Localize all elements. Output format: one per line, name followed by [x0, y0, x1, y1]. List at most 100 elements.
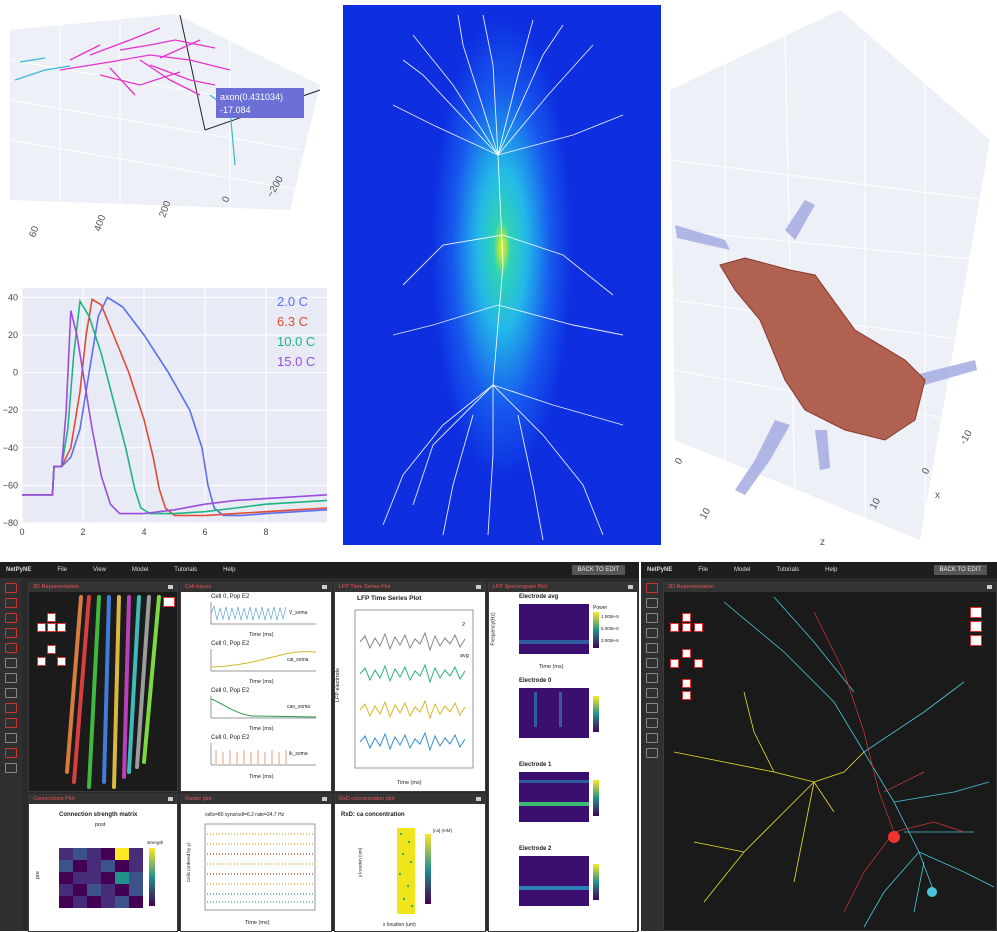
- tab-rxd[interactable]: RxD concentration plot: [335, 795, 485, 804]
- morphology-3d-plot[interactable]: axon(0.431034) -17.084 60 400 200 0 −200: [0, 0, 335, 250]
- colorbar-tick: 1.500e-5: [601, 614, 619, 619]
- colorbar-title: [ca] (mM): [433, 828, 452, 833]
- menubar: NetPyNE File Model Tutorials Help: [641, 562, 997, 578]
- colorbar-title: Power: [593, 605, 608, 611]
- zoom-button[interactable]: [47, 645, 56, 654]
- panel-cell-traces[interactable]: Cell traces Cell 0, Pop E2 Cell 0, Pop E…: [180, 582, 332, 792]
- refresh-button[interactable]: [970, 621, 982, 632]
- tab-lfp-spectrogram[interactable]: LFP Spectrogram Plot: [489, 583, 637, 592]
- sidebar-plot-icon[interactable]: [646, 673, 658, 683]
- volume-3d-plot[interactable]: -10 0 0 10 10 x z: [665, 0, 997, 548]
- sidebar: [641, 578, 663, 931]
- trace-title: Cell 0, Pop E2: [211, 688, 250, 694]
- raster-header: cells=80 syns/cell=6.2 rate=24.7 Hz: [205, 812, 285, 818]
- home-button[interactable]: [47, 623, 56, 632]
- sidebar-plot-icon[interactable]: [646, 583, 658, 593]
- menu-view[interactable]: View: [93, 567, 106, 573]
- app-logo: NetPyNE: [647, 567, 673, 573]
- sidebar-plot-icon[interactable]: [5, 733, 17, 743]
- x-tick-label: 0: [19, 527, 24, 537]
- menu-model[interactable]: Model: [131, 567, 149, 573]
- tab-lfp-time-series[interactable]: LFP Time Series Plot: [335, 583, 485, 592]
- sidebar-plot-icon[interactable]: [5, 748, 17, 758]
- sidebar-plot-icon[interactable]: [5, 673, 17, 683]
- sidebar-plot-icon[interactable]: [5, 643, 17, 653]
- pan-left-button[interactable]: [670, 623, 679, 632]
- pan-right-button[interactable]: [694, 623, 703, 632]
- tab-3d-representation[interactable]: 3D Representation: [29, 583, 177, 592]
- camera-button[interactable]: [163, 597, 175, 607]
- rotate-button[interactable]: [57, 657, 66, 666]
- panel-rxd[interactable]: RxD concentration plot RxD: ca concentra…: [334, 794, 486, 932]
- rxd-title: RxD: ca concentration: [341, 812, 405, 818]
- menu-file[interactable]: File: [57, 567, 68, 573]
- sidebar-plot-icon[interactable]: [646, 733, 658, 743]
- panel-3d-representation[interactable]: 3D Representation: [663, 582, 997, 931]
- sidebar-plot-icon[interactable]: [5, 598, 17, 608]
- matrix-title: Connection strength matrix: [59, 812, 138, 818]
- sidebar-plot-icon[interactable]: [5, 718, 17, 728]
- rotate-up-button[interactable]: [682, 613, 691, 622]
- sidebar-code-icon[interactable]: [5, 763, 17, 773]
- panel-lfp-spectrogram[interactable]: LFP Spectrogram Plot Electrode avg Elect…: [488, 582, 638, 932]
- menu-help[interactable]: Help: [825, 567, 838, 573]
- panel-raster[interactable]: Raster plot cells=80 syns/cell=6.2 rate=…: [180, 794, 332, 932]
- menu-help[interactable]: Help: [223, 567, 236, 573]
- zoom-in-button[interactable]: [682, 679, 691, 688]
- sidebar-plot-icon[interactable]: [646, 703, 658, 713]
- menu-tutorials[interactable]: Tutorials: [174, 567, 198, 573]
- colorbar-tick: 3.000e-6: [601, 638, 619, 643]
- tick-label: -10: [958, 428, 975, 446]
- pan-right-button[interactable]: [57, 623, 66, 632]
- sidebar-plot-icon[interactable]: [646, 643, 658, 653]
- sidebar-plot-icon[interactable]: [5, 688, 17, 698]
- sidebar-code-icon[interactable]: [646, 748, 658, 758]
- sidebar-plot-icon[interactable]: [5, 613, 17, 623]
- panel-3d-representation[interactable]: 3D Representation: [28, 582, 178, 792]
- panel-lfp-time-series[interactable]: LFP Time Series Plot LFP Time Series Plo…: [334, 582, 486, 792]
- back-to-edit-button[interactable]: BACK TO EDIT: [933, 565, 987, 575]
- sidebar-plot-icon[interactable]: [5, 628, 17, 638]
- trace-legend: cao_soma: [287, 704, 311, 710]
- sidebar-plot-icon[interactable]: [646, 658, 658, 668]
- tab-cell-traces[interactable]: Cell traces: [181, 583, 331, 592]
- panel-connections[interactable]: Connections Plot Connection strength mat…: [28, 794, 178, 932]
- series-line[interactable]: [22, 298, 328, 517]
- sidebar-plot-icon[interactable]: [646, 718, 658, 728]
- trace-label: avg: [460, 653, 469, 659]
- rotate-button[interactable]: [37, 657, 46, 666]
- sidebar-plot-icon[interactable]: [646, 688, 658, 698]
- pan-left-button[interactable]: [37, 623, 46, 632]
- trace-label: 2: [462, 622, 466, 628]
- sidebar-plot-icon[interactable]: [646, 598, 658, 608]
- menu-file[interactable]: File: [698, 567, 709, 573]
- sidebar-plot-icon[interactable]: [646, 613, 658, 623]
- sidebar-plot-icon[interactable]: [5, 583, 17, 593]
- menu-model[interactable]: Model: [734, 567, 751, 573]
- back-to-edit-button[interactable]: BACK TO EDIT: [571, 565, 625, 575]
- sidebar-plot-icon[interactable]: [5, 658, 17, 668]
- tick-label: 10: [868, 496, 883, 512]
- sidebar-plot-icon[interactable]: [646, 628, 658, 638]
- zoom-button[interactable]: [682, 649, 691, 658]
- sidebar-plot-icon[interactable]: [5, 703, 17, 713]
- tick-label: 400: [92, 213, 108, 233]
- matrix-post-label: post: [95, 822, 106, 828]
- rotate-button[interactable]: [670, 659, 679, 668]
- rotate-button[interactable]: [694, 659, 703, 668]
- camera-button[interactable]: [970, 607, 982, 618]
- rocket-button[interactable]: [970, 635, 982, 646]
- tab-connections[interactable]: Connections Plot: [29, 795, 177, 804]
- menu-tutorials[interactable]: Tutorials: [776, 567, 800, 573]
- zoom-out-button[interactable]: [682, 691, 691, 700]
- y-tick-label: −60: [3, 480, 18, 490]
- series-line[interactable]: [22, 296, 328, 517]
- tab-3d-representation[interactable]: 3D Representation: [664, 583, 996, 592]
- y-axis-label: Frequency(Hz): [490, 612, 497, 646]
- temperature-line-chart[interactable]: 2.0 C 6.3 C 10.0 C 15.0 C 40 20 0 −20 −40 −60 −80 0…: [0, 280, 335, 545]
- home-button[interactable]: [682, 623, 691, 632]
- sidebar: [0, 578, 22, 931]
- series-line[interactable]: [22, 310, 328, 515]
- rotate-up-button[interactable]: [47, 613, 56, 622]
- tab-raster[interactable]: Raster plot: [181, 795, 331, 804]
